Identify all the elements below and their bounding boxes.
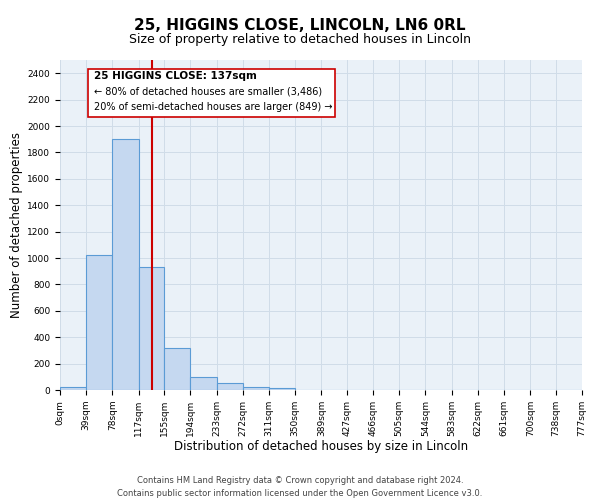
Bar <box>190 377 217 390</box>
Bar <box>86 254 112 390</box>
FancyBboxPatch shape <box>88 69 335 117</box>
Text: 25 HIGGINS CLOSE: 137sqm: 25 HIGGINS CLOSE: 137sqm <box>94 71 256 81</box>
Text: Size of property relative to detached houses in Lincoln: Size of property relative to detached ho… <box>129 32 471 46</box>
Bar <box>217 384 243 390</box>
Text: Contains HM Land Registry data © Crown copyright and database right 2024.
Contai: Contains HM Land Registry data © Crown c… <box>118 476 482 498</box>
Bar <box>139 267 164 390</box>
Bar <box>112 139 139 390</box>
X-axis label: Distribution of detached houses by size in Lincoln: Distribution of detached houses by size … <box>174 440 468 454</box>
Text: ← 80% of detached houses are smaller (3,486): ← 80% of detached houses are smaller (3,… <box>94 86 322 97</box>
Bar <box>60 386 86 390</box>
Text: 25, HIGGINS CLOSE, LINCOLN, LN6 0RL: 25, HIGGINS CLOSE, LINCOLN, LN6 0RL <box>134 18 466 32</box>
Bar <box>164 348 190 390</box>
Bar <box>243 386 269 390</box>
Text: 20% of semi-detached houses are larger (849) →: 20% of semi-detached houses are larger (… <box>94 102 332 112</box>
Y-axis label: Number of detached properties: Number of detached properties <box>10 132 23 318</box>
Bar <box>269 388 295 390</box>
